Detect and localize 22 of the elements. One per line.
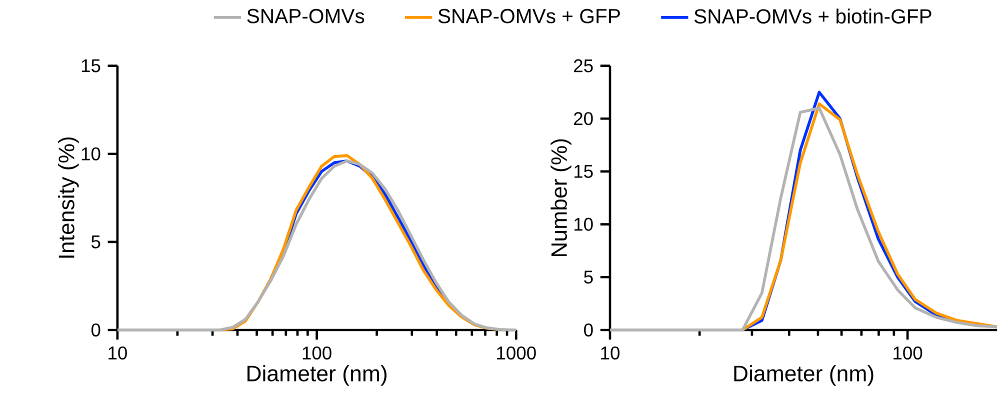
x-tick-label: 10 (601, 346, 620, 360)
y-tick-label: 10 (82, 148, 100, 161)
y-tick-label: 0 (91, 324, 100, 337)
y-tick-label: 20 (574, 112, 593, 126)
legend-label: SNAP-OMVs (247, 9, 364, 24)
y-axis-title: Number (%) (550, 140, 572, 256)
x-axis-title: Diameter (nm) (248, 365, 386, 386)
y-tick-label: 15 (574, 165, 593, 178)
y-axis-title: Intensity (%) (58, 138, 79, 258)
x-tick-label: 1000 (497, 346, 536, 360)
x-axis-title: Diameter (nm) (734, 365, 874, 386)
y-tick-label: 5 (91, 236, 100, 249)
legend-label: SNAP-OMVs + biotin-GFP (694, 8, 932, 24)
y-tick-label: 5 (584, 270, 593, 284)
x-tick-label: 10 (108, 346, 127, 360)
x-tick-label: 100 (894, 346, 922, 360)
legend-label: SNAP-OMVs + GFP (438, 9, 620, 24)
y-tick-label: 0 (584, 324, 593, 337)
y-tick-label: 25 (574, 60, 593, 73)
y-tick-label: 10 (574, 218, 593, 232)
x-tick-label: 100 (302, 346, 332, 360)
y-tick-label: 15 (82, 60, 100, 72)
